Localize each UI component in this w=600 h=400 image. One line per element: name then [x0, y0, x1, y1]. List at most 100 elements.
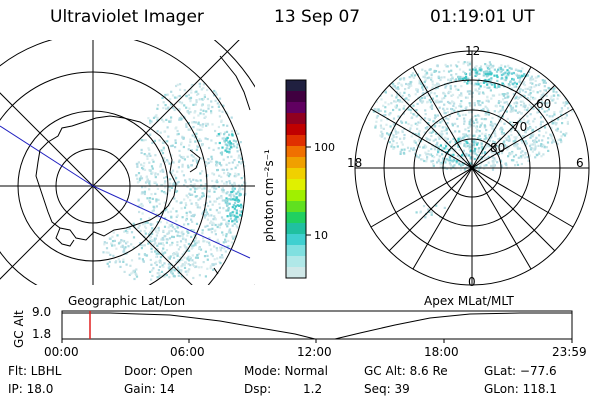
emission-pixel [218, 115, 221, 118]
emission-pixel [497, 68, 500, 71]
emission-pixel [227, 171, 230, 175]
emission-pixel [392, 135, 395, 139]
emission-pixel [447, 159, 450, 162]
emission-pixel [524, 151, 527, 155]
emission-pixel [227, 141, 230, 144]
emission-pixel [486, 95, 489, 98]
emission-pixel [528, 103, 531, 106]
emission-pixel [408, 149, 411, 153]
emission-pixel [542, 94, 545, 97]
emission-pixel [387, 133, 390, 136]
emission-pixel [136, 181, 139, 184]
emission-pixel [505, 93, 508, 96]
emission-pixel [552, 98, 555, 101]
emission-pixel [160, 238, 163, 241]
emission-pixel [206, 88, 209, 92]
emission-pixel [458, 130, 461, 133]
emission-pixel [208, 195, 211, 198]
emission-pixel [503, 101, 506, 104]
meridian [92, 185, 193, 285]
emission-pixel [148, 161, 151, 164]
emission-pixel [235, 130, 238, 133]
emission-pixel [493, 141, 496, 144]
emission-pixel [145, 254, 148, 257]
emission-pixel [450, 94, 453, 97]
emission-pixel [202, 83, 205, 86]
emission-pixel [440, 100, 443, 103]
emission-pixel [436, 141, 439, 144]
emission-pixel [524, 90, 527, 94]
emission-pixel [148, 180, 151, 183]
emission-pixel [185, 211, 188, 214]
magnetic-map [354, 50, 590, 286]
emission-pixel [159, 131, 162, 134]
emission-pixel [535, 140, 538, 144]
emission-pixel [449, 84, 452, 88]
emission-pixel [241, 205, 244, 208]
emission-pixel [444, 94, 447, 98]
emission-pixel [512, 155, 516, 158]
emission-pixel [509, 81, 512, 84]
emission-pixel [222, 189, 225, 192]
emission-pixel [421, 101, 424, 104]
emission-pixel [416, 123, 419, 126]
emission-pixel [496, 149, 499, 153]
emission-pixel [169, 210, 173, 213]
emission-pixel [484, 135, 487, 138]
emission-pixel [221, 168, 224, 171]
altitude-axis-label: GC Alt [12, 310, 26, 348]
emission-pixel [185, 273, 189, 276]
emission-pixel [163, 225, 167, 228]
emission-pixel [540, 143, 543, 146]
emission-pixel [452, 153, 455, 156]
emission-pixel [139, 218, 143, 221]
emission-pixel [159, 170, 162, 173]
emission-pixel [233, 207, 236, 210]
emission-pixel [484, 73, 487, 76]
emission-pixel [561, 117, 564, 120]
emission-pixel [143, 168, 147, 171]
emission-pixel [498, 93, 501, 96]
emission-pixel [479, 85, 482, 88]
emission-pixel [198, 98, 201, 101]
emission-pixel [447, 70, 451, 73]
emission-pixel [439, 121, 442, 124]
emission-pixel [510, 87, 513, 90]
emission-pixel [196, 254, 199, 257]
emission-pixel [487, 161, 490, 164]
emission-pixel [524, 122, 527, 125]
emission-pixel [477, 169, 481, 172]
date-label: 13 Sep 07 [274, 7, 361, 27]
emission-pixel [190, 247, 193, 250]
emission-pixel [185, 214, 188, 217]
emission-pixel [141, 258, 144, 261]
emission-pixel [441, 153, 444, 156]
emission-pixel [401, 129, 404, 132]
emission-pixel [529, 77, 532, 80]
emission-pixel [424, 151, 427, 154]
emission-pixel [426, 94, 429, 97]
emission-pixel [190, 218, 193, 221]
emission-pixel [135, 162, 138, 165]
emission-pixel [181, 170, 184, 173]
emission-pixel [511, 150, 514, 154]
emission-pixel [165, 176, 168, 179]
info-gain: Gain: 14 [124, 382, 175, 396]
emission-pixel [384, 106, 387, 109]
emission-pixel [424, 79, 427, 82]
emission-pixel [171, 226, 175, 229]
emission-pixel [490, 149, 493, 152]
emission-pixel [240, 157, 243, 160]
emission-pixel [120, 239, 123, 242]
emission-pixel [521, 100, 524, 103]
emission-pixel [474, 139, 477, 142]
emission-pixel [468, 143, 471, 146]
emission-pixel [171, 272, 174, 275]
emission-pixel [485, 164, 488, 167]
emission-pixel [133, 270, 136, 273]
emission-pixel [517, 131, 520, 134]
emission-pixel [127, 245, 130, 248]
emission-pixel [511, 152, 514, 155]
emission-pixel [500, 64, 503, 67]
emission-pixel [227, 239, 230, 242]
